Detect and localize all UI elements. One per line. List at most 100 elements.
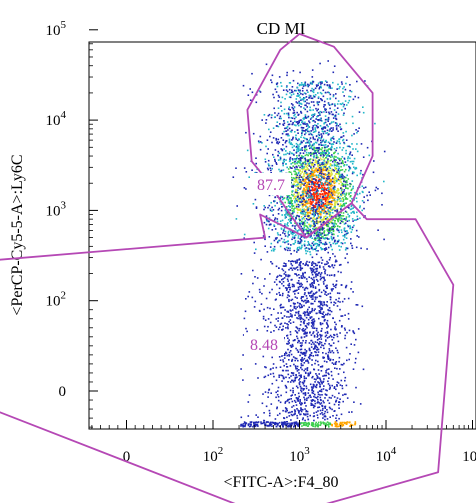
event-dot <box>293 426 295 428</box>
event-dot <box>336 305 339 307</box>
event-dot <box>333 164 336 167</box>
event-dot <box>308 242 310 245</box>
event-dot <box>301 131 304 133</box>
event-dot <box>295 308 297 310</box>
event-dot <box>286 354 289 357</box>
event-dot <box>255 421 258 423</box>
event-dot <box>338 239 340 242</box>
event-dot <box>328 86 330 89</box>
event-dot <box>341 385 343 387</box>
event-dot <box>321 365 324 368</box>
event-dot <box>326 418 329 420</box>
event-dot <box>288 140 291 142</box>
event-dot <box>300 194 302 197</box>
event-dot <box>306 399 308 401</box>
event-dot <box>301 329 303 331</box>
event-dot <box>319 341 321 343</box>
event-dot <box>265 63 268 66</box>
event-dot <box>299 283 301 285</box>
event-dot <box>321 126 324 129</box>
event-dot <box>291 143 294 146</box>
event-dot <box>315 152 317 154</box>
event-dot <box>315 237 318 239</box>
event-dot <box>274 160 276 162</box>
event-dot <box>329 416 331 418</box>
event-dot <box>267 159 270 162</box>
event-dot <box>296 306 298 308</box>
event-dot <box>296 259 298 261</box>
event-dot <box>314 124 316 126</box>
event-dot <box>326 411 329 414</box>
event-dot <box>279 201 281 203</box>
event-dot <box>348 99 351 102</box>
event-dot <box>301 121 303 124</box>
event-dot <box>318 201 321 204</box>
event-dot <box>329 213 331 216</box>
event-dot <box>263 205 265 207</box>
event-dot <box>277 233 279 236</box>
event-dot <box>339 214 341 216</box>
event-dot <box>296 297 298 299</box>
event-dot <box>325 199 327 201</box>
event-dot <box>264 161 267 163</box>
event-dot <box>337 169 340 171</box>
event-dot <box>305 142 307 144</box>
event-dot <box>330 245 332 248</box>
event-dot <box>303 167 306 170</box>
event-dot <box>312 109 314 111</box>
event-dot <box>321 404 323 407</box>
event-dot <box>328 343 330 345</box>
event-dot <box>355 386 357 389</box>
event-dot <box>313 223 315 225</box>
event-dot <box>346 359 348 362</box>
event-dot <box>346 184 349 186</box>
event-dot <box>297 397 300 399</box>
event-dot <box>314 185 317 187</box>
event-dot <box>287 275 290 278</box>
event-dot <box>324 144 327 146</box>
event-dot <box>321 303 323 305</box>
event-dot <box>354 422 356 425</box>
event-dot <box>293 285 295 288</box>
event-dot <box>307 154 309 157</box>
event-dot <box>315 203 317 206</box>
event-dot <box>302 382 305 384</box>
event-dot <box>316 163 319 166</box>
event-dot <box>307 301 310 303</box>
event-dot <box>287 343 289 345</box>
event-dot <box>284 287 287 289</box>
event-dot <box>315 124 318 127</box>
event-dot <box>312 348 315 350</box>
event-dot <box>351 143 353 145</box>
event-dot <box>329 230 331 233</box>
event-dot <box>303 100 305 103</box>
event-dot <box>298 242 301 245</box>
event-dot <box>339 174 341 177</box>
event-dot <box>281 148 283 151</box>
event-dot <box>293 193 295 196</box>
event-dot <box>335 400 337 402</box>
event-dot <box>294 339 296 341</box>
event-dot <box>323 83 326 86</box>
event-dot <box>334 222 336 224</box>
event-dot <box>289 344 292 347</box>
event-dot <box>294 293 296 295</box>
event-dot <box>270 331 272 333</box>
event-dot <box>312 302 314 305</box>
event-dot <box>321 344 323 346</box>
event-dot <box>314 296 317 298</box>
event-dot <box>338 140 341 143</box>
event-dot <box>325 340 327 342</box>
event-dot <box>292 302 295 304</box>
event-dot <box>322 203 325 206</box>
event-dot <box>303 180 305 182</box>
event-dot <box>271 229 274 231</box>
event-dot <box>309 349 311 352</box>
event-dot <box>283 357 286 359</box>
event-dot <box>278 239 281 242</box>
event-dot <box>305 405 307 407</box>
event-dot <box>270 116 273 119</box>
event-dot <box>290 143 292 145</box>
event-dot <box>338 245 340 247</box>
event-dot <box>323 289 325 292</box>
